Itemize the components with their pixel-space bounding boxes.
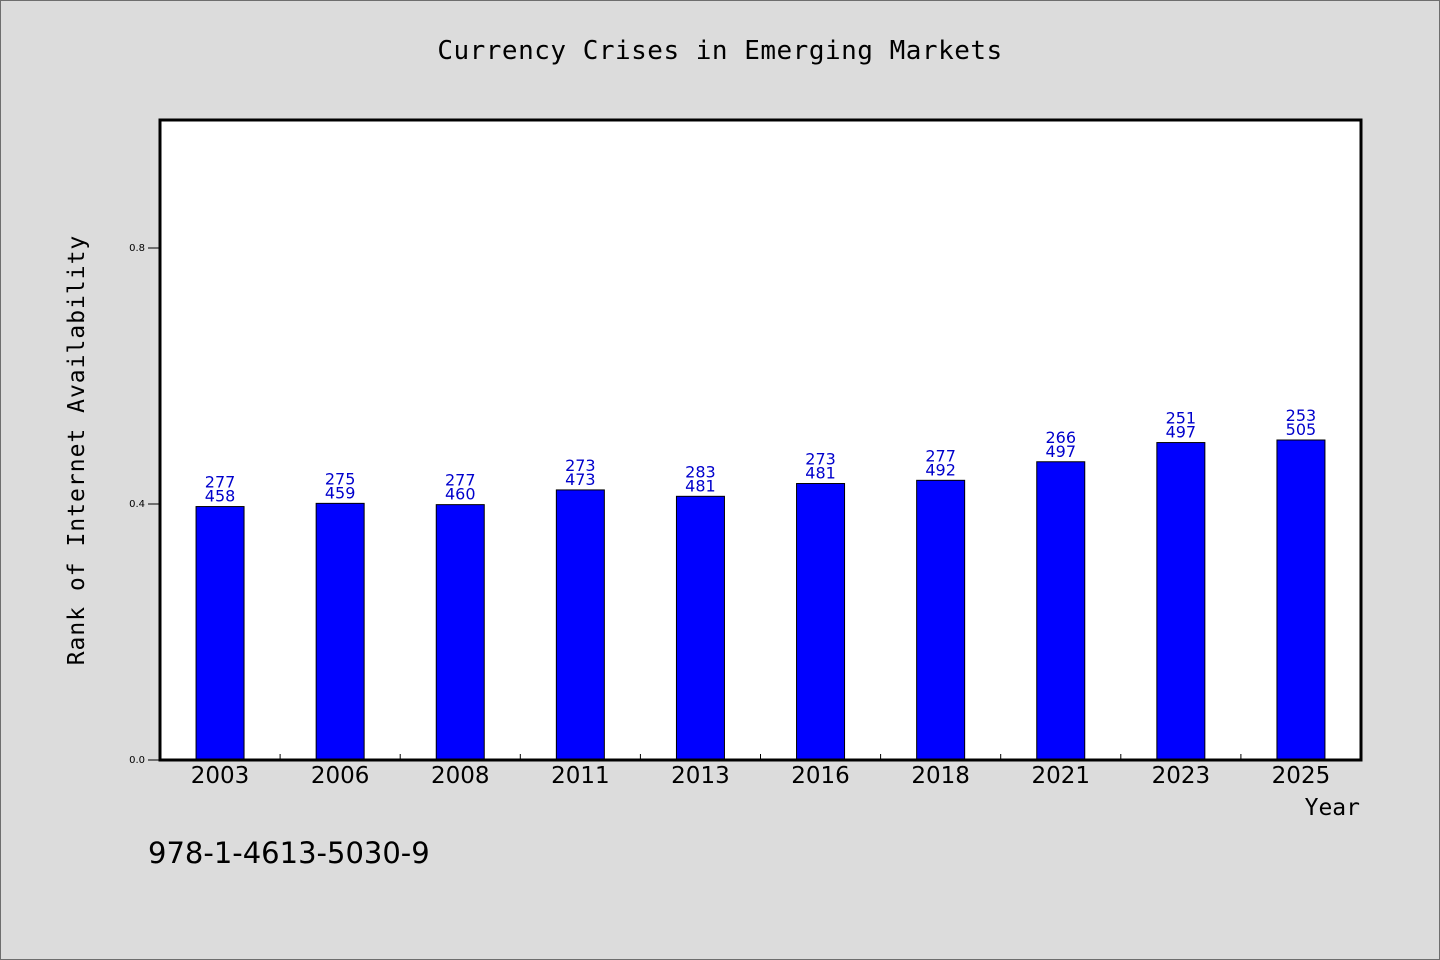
bar-2018	[916, 479, 966, 761]
data-label-bottom-2006: 459	[325, 483, 356, 502]
data-label-top-2025: 253	[1286, 406, 1317, 425]
x-tick-label-2008: 2008	[431, 763, 490, 789]
x-tick-label-2011: 2011	[551, 763, 610, 789]
bar-2008	[435, 504, 485, 761]
x-tick-label-2018: 2018	[911, 763, 970, 789]
x-tick-label-2006: 2006	[311, 763, 370, 789]
data-label-top-2021: 266	[1045, 428, 1076, 447]
data-label-bottom-2008: 460	[445, 485, 476, 504]
data-label-top-2013: 283	[685, 462, 716, 481]
data-label-top-2008: 277	[445, 471, 476, 490]
data-label-bottom-2016: 481	[805, 464, 836, 483]
x-tick-label-2013: 2013	[671, 763, 730, 789]
x-tick-label-2016: 2016	[791, 763, 850, 789]
chart-title: Currency Crises in Emerging Markets	[437, 36, 1003, 66]
x-axis-label: Year	[1304, 795, 1360, 821]
isbn-footnote: 978-1-4613-5030-9	[148, 836, 430, 870]
x-tick-label-2021: 2021	[1031, 763, 1090, 789]
bar-2006	[315, 502, 365, 761]
x-tick-label-2023: 2023	[1152, 763, 1211, 789]
bar-2021	[1036, 461, 1086, 761]
data-label-bottom-2018: 492	[925, 460, 956, 479]
x-tick-label-2003: 2003	[191, 763, 250, 789]
bar-2023	[1156, 442, 1206, 761]
y-tick-label-1: 0.4	[129, 499, 145, 510]
data-label-bottom-2021: 497	[1045, 442, 1076, 461]
data-label-top-2011: 273	[565, 456, 596, 475]
plot-frame	[158, 118, 1363, 762]
data-label-top-2016: 273	[805, 450, 836, 469]
y-tick-label-0: 0.0	[129, 755, 145, 766]
bar-2016	[796, 483, 846, 761]
data-label-bottom-2003: 458	[205, 487, 236, 506]
data-label-top-2006: 275	[325, 469, 356, 488]
data-label-bottom-2025: 505	[1286, 420, 1317, 439]
y-tick-label-2: 0.8	[129, 243, 145, 254]
x-tick-label-2025: 2025	[1272, 763, 1331, 789]
data-label-top-2018: 277	[925, 446, 956, 465]
data-label-top-2003: 277	[205, 473, 236, 492]
data-label-bottom-2023: 497	[1166, 423, 1197, 442]
bar-2025	[1276, 439, 1326, 761]
bar-2011	[555, 489, 605, 761]
data-label-top-2023: 251	[1166, 409, 1197, 428]
data-label-bottom-2013: 481	[685, 476, 716, 495]
data-label-bottom-2011: 473	[565, 470, 596, 489]
bar-2003	[195, 506, 245, 761]
bar-2013	[675, 495, 725, 761]
